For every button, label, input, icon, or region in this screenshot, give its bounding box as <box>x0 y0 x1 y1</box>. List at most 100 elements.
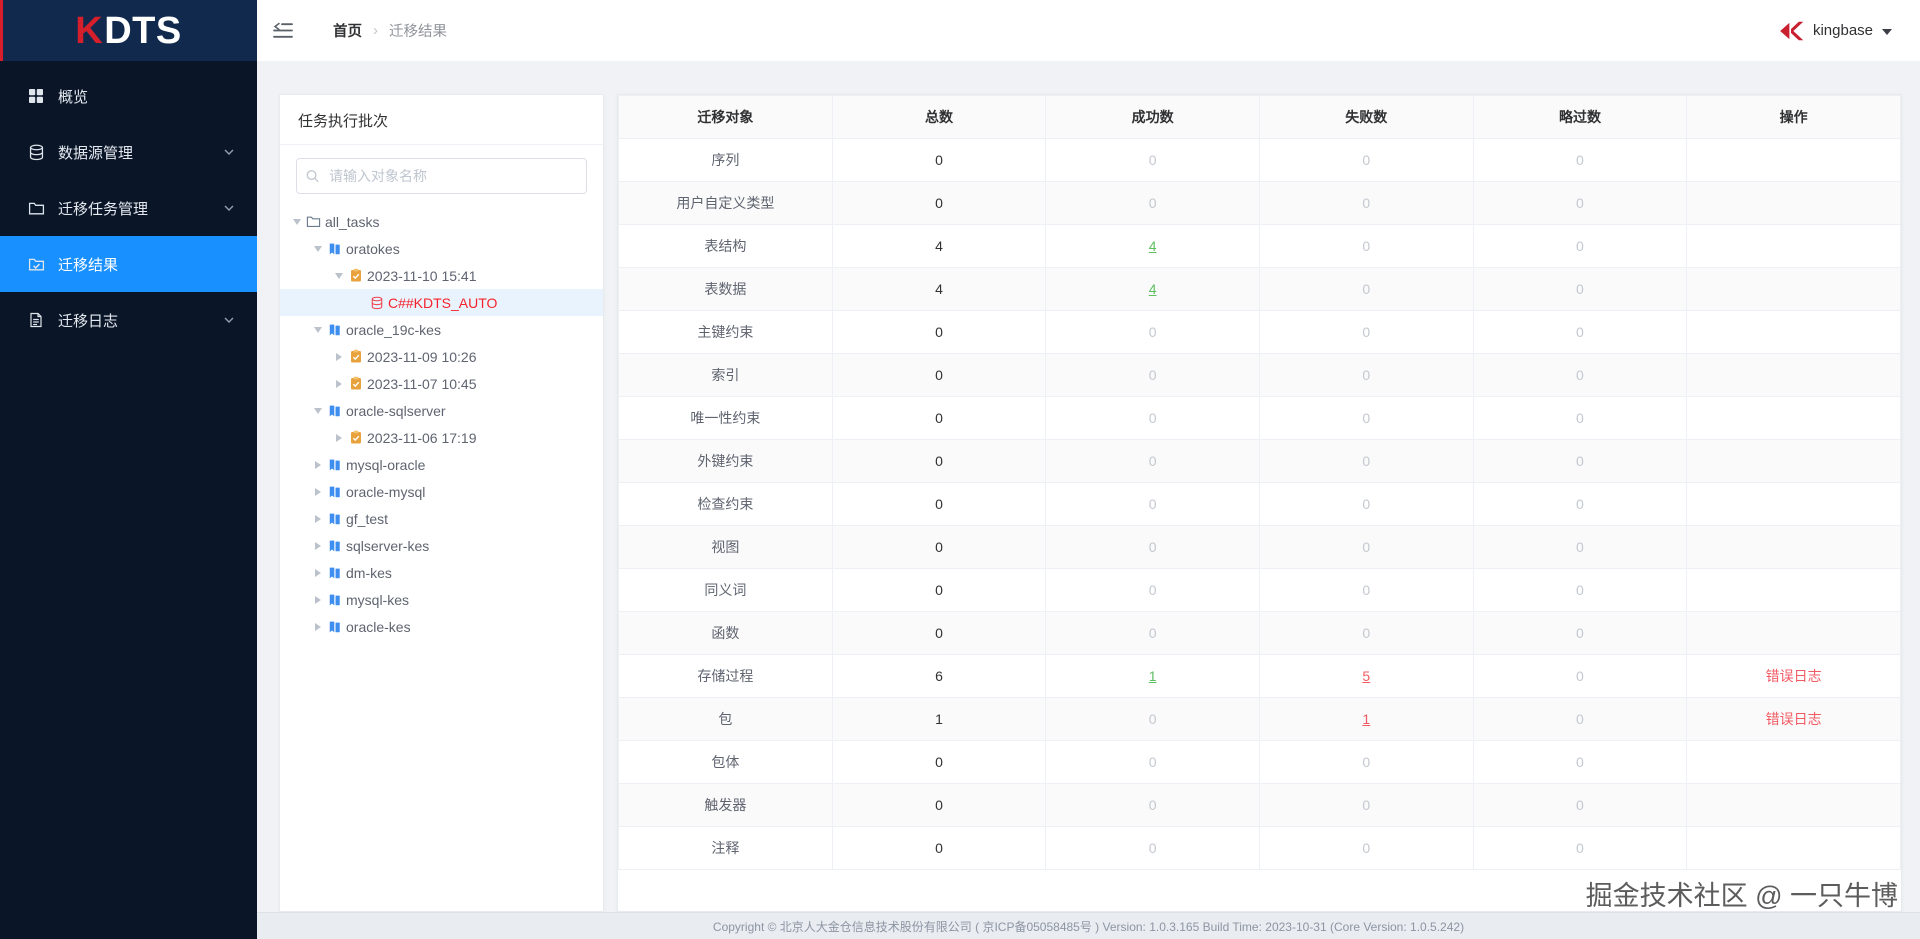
success-cell: 0 <box>1045 396 1260 440</box>
tree-item-label: dm-kes <box>346 564 392 581</box>
object-type-cell: 同义词 <box>618 568 833 612</box>
main-area: 首页 › 迁移结果 kingbase 任务执行批次 <box>257 0 1920 939</box>
tree-collapsed-caret-icon[interactable] <box>330 379 347 388</box>
tree-expanded-caret-icon[interactable] <box>288 218 305 225</box>
object-type-cell: 外键约束 <box>618 439 833 483</box>
tree-item[interactable]: dm-kes <box>280 559 603 586</box>
detail-link-failed-cell[interactable]: 5 <box>1258 654 1474 698</box>
success-cell: 0 <box>1045 697 1260 741</box>
tree-item[interactable]: all_tasks <box>280 208 603 235</box>
object-type-cell: 索引 <box>618 353 833 397</box>
sidebar-item-migration-tasks[interactable]: 迁移任务管理 <box>0 180 257 236</box>
error-log-link[interactable]: 错误日志 <box>1686 654 1901 698</box>
success-cell: 0 <box>1045 826 1260 870</box>
tree-item[interactable]: 2023-11-06 17:19 <box>280 424 603 451</box>
user-menu[interactable]: kingbase <box>1778 18 1892 44</box>
col-header-actions: 操作 <box>1686 95 1901 139</box>
tree-item[interactable]: mysql-oracle <box>280 451 603 478</box>
breadcrumb-home-link[interactable]: 首页 <box>333 24 362 40</box>
col-header-success: 成功数 <box>1045 95 1260 139</box>
breadcrumb: 首页 › 迁移结果 <box>333 20 447 41</box>
skipped-cell: 0 <box>1472 783 1688 827</box>
menu-collapse-icon[interactable] <box>270 18 296 44</box>
sidebar-item-migration-logs[interactable]: 迁移日志 <box>0 292 257 348</box>
tree-item[interactable]: sqlserver-kes <box>280 532 603 559</box>
tree-collapsed-caret-icon[interactable] <box>309 622 326 631</box>
book-icon <box>326 484 343 500</box>
success-cell: 0 <box>1045 525 1260 569</box>
tree-expanded-caret-icon[interactable] <box>309 326 326 333</box>
success-cell: 0 <box>1045 353 1260 397</box>
tree-item[interactable]: oracle_19c-kes <box>280 316 603 343</box>
detail-link-success-cell[interactable]: 1 <box>1045 654 1260 698</box>
search-icon <box>305 169 320 184</box>
tree-item[interactable]: 2023-11-09 10:26 <box>280 343 603 370</box>
tree-collapsed-caret-icon[interactable] <box>309 460 326 469</box>
skipped-cell: 0 <box>1472 654 1688 698</box>
sidebar-menu: 概览 数据源管理 迁移任务管理 <box>0 61 257 348</box>
content-area: 任务执行批次 all_tasks oratokes 2023-11-10 15:41… <box>257 61 1920 912</box>
error-log-link[interactable]: 错误日志 <box>1686 697 1901 741</box>
total-cell: 4 <box>831 224 1047 268</box>
object-type-cell: 视图 <box>618 525 833 569</box>
chevron-down-icon <box>223 202 235 214</box>
tree-collapsed-caret-icon[interactable] <box>330 433 347 442</box>
tree-item[interactable]: gf_test <box>280 505 603 532</box>
tree-collapsed-caret-icon[interactable] <box>309 487 326 496</box>
table-row: 包体 0 0 0 0 <box>618 740 1901 784</box>
skipped-cell: 0 <box>1472 826 1688 870</box>
tree-item[interactable]: oracle-sqlserver <box>280 397 603 424</box>
tree-search <box>296 158 587 194</box>
failed-cell: 0 <box>1258 783 1474 827</box>
detail-link-success-cell[interactable]: 4 <box>1045 267 1260 311</box>
object-type-cell: 触发器 <box>618 783 833 827</box>
tree-expanded-caret-icon[interactable] <box>330 272 347 279</box>
table-row: 唯一性约束 0 0 0 0 <box>618 396 1901 440</box>
results-panel: 迁移对象 总数 成功数 失败数 略过数 操作 序列 0 0 0 0 用户自定义类型 0 0 0 0… <box>617 94 1902 912</box>
success-cell: 0 <box>1045 439 1260 483</box>
detail-link-failed-cell[interactable]: 1 <box>1258 697 1474 741</box>
tree-expanded-caret-icon[interactable] <box>309 245 326 252</box>
tree-item[interactable]: C##KDTS_AUTO <box>280 289 603 316</box>
tree-collapsed-caret-icon[interactable] <box>309 595 326 604</box>
action-cell <box>1686 310 1901 354</box>
breadcrumb-separator: › <box>373 22 378 39</box>
tree-item[interactable]: oracle-mysql <box>280 478 603 505</box>
failed-cell: 0 <box>1258 138 1474 182</box>
tree-collapsed-caret-icon[interactable] <box>309 568 326 577</box>
tree-collapsed-caret-icon[interactable] <box>330 352 347 361</box>
tree-collapsed-caret-icon[interactable] <box>309 541 326 550</box>
chevron-down-icon <box>223 314 235 326</box>
object-type-cell: 主键约束 <box>618 310 833 354</box>
failed-cell: 0 <box>1258 181 1474 225</box>
detail-link-success-cell[interactable]: 4 <box>1045 224 1260 268</box>
search-input[interactable] <box>296 158 587 194</box>
success-cell: 0 <box>1045 482 1260 526</box>
sidebar-item-label: 概览 <box>58 88 89 106</box>
tree-item[interactable]: 2023-11-07 10:45 <box>280 370 603 397</box>
total-cell: 0 <box>831 568 1047 612</box>
tree-item[interactable]: 2023-11-10 15:41 <box>280 262 603 289</box>
skipped-cell: 0 <box>1472 353 1688 397</box>
action-cell <box>1686 740 1901 784</box>
table-row: 包 1 0 1 0 错误日志 <box>618 697 1901 741</box>
sidebar-item-label: 迁移日志 <box>58 312 119 330</box>
col-header-failed: 失败数 <box>1258 95 1474 139</box>
sidebar-item-overview[interactable]: 概览 <box>0 68 257 124</box>
total-cell: 0 <box>831 353 1047 397</box>
sidebar-item-datasource[interactable]: 数据源管理 <box>0 124 257 180</box>
tree-expanded-caret-icon[interactable] <box>309 407 326 414</box>
tree-item[interactable]: mysql-kes <box>280 586 603 613</box>
sidebar-item-label: 迁移任务管理 <box>58 200 149 218</box>
sidebar-item-migration-results[interactable]: 迁移结果 <box>0 236 257 292</box>
object-type-cell: 表结构 <box>618 224 833 268</box>
skipped-cell: 0 <box>1472 267 1688 311</box>
total-cell: 0 <box>831 783 1047 827</box>
failed-cell: 0 <box>1258 396 1474 440</box>
skipped-cell: 0 <box>1472 138 1688 182</box>
tree-collapsed-caret-icon[interactable] <box>309 514 326 523</box>
tree-item-label: oracle_19c-kes <box>346 321 441 338</box>
tree-item[interactable]: oratokes <box>280 235 603 262</box>
col-header-total: 总数 <box>831 95 1047 139</box>
tree-item[interactable]: oracle-kes <box>280 613 603 640</box>
